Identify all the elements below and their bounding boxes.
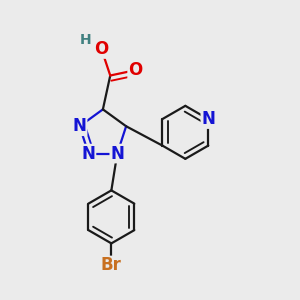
Text: O: O	[94, 40, 109, 58]
Text: N: N	[73, 117, 87, 135]
Text: O: O	[128, 61, 142, 79]
Text: N: N	[82, 145, 95, 163]
Text: N: N	[110, 145, 124, 163]
Text: H: H	[80, 33, 91, 47]
Text: Br: Br	[101, 256, 122, 274]
Text: N: N	[201, 110, 215, 128]
